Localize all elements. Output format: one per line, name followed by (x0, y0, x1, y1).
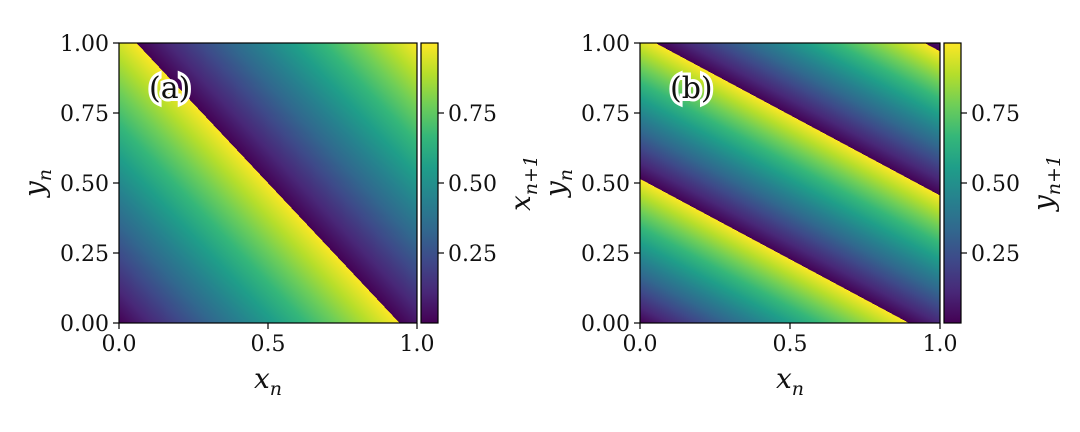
y-tick-label: 1.00 (60, 32, 109, 57)
colorbar-a: 0.25 0.50 0.75 xn+1 (420, 42, 542, 324)
colorbar-label-base-a: x (504, 195, 537, 211)
y-ticks-b: 0.00 0.25 0.50 0.75 1.00 (581, 32, 640, 337)
x-axis-label-b: xn (776, 362, 804, 400)
x-tick-label: 1.0 (923, 332, 958, 357)
x-ticks-a: 0.0 0.5 1.0 (102, 323, 435, 357)
panel-label-b: (b) (670, 71, 713, 106)
heatmap-surface (640, 43, 940, 323)
colorbar-tick-label: 0.50 (448, 172, 497, 197)
x-axis-label-sub-a: n (270, 378, 282, 400)
x-tick-label: 0.5 (251, 332, 286, 357)
x-tick-label: 1.0 (400, 332, 435, 357)
y-tick-label: 0.25 (581, 242, 630, 267)
panel-b: 0.0 0.5 1.0 0.000.250.500.751.00 (b) xn yn… (539, 32, 1065, 400)
colorbar-ticks-b: 0.25 0.50 0.75 (961, 102, 1020, 267)
colorbar-label-a: xn+1 (504, 155, 542, 211)
y-tick-label: 0.75 (581, 102, 630, 127)
x-ticks-b: 0.0 0.5 1.0 (623, 323, 958, 357)
y-axis-label-base-b: y (539, 180, 572, 199)
x-axis-label-base-a: x (254, 362, 270, 395)
colorbar-label-b: yn+1 (1027, 155, 1065, 213)
colorbar-b: 0.25 0.50 0.75 yn+1 (943, 42, 1065, 324)
colorbar-gradient-b (944, 43, 961, 323)
heatmap-a (119, 43, 417, 323)
y-axis-label-a: yn (18, 169, 56, 199)
y-tick-label: 0.50 (60, 172, 109, 197)
colorbar-tick-label: 0.75 (448, 102, 497, 127)
y-tick-label: 0.25 (60, 242, 109, 267)
colorbar-tick-label: 0.25 (971, 242, 1020, 267)
colorbar-label-sub-a: n+1 (520, 155, 542, 195)
y-axis-label-base-a: y (18, 180, 51, 199)
y-axis-label-sub-a: n (34, 169, 56, 181)
x-tick-label: 0.0 (623, 332, 658, 357)
x-axis-label-sub-b: n (792, 378, 804, 400)
colorbar-tick-label: 0.25 (448, 242, 497, 267)
colorbar-label-base-b: y (1027, 194, 1060, 213)
heatmap-surface (119, 43, 417, 323)
colorbar-tick-label: 0.75 (971, 102, 1020, 127)
x-tick-label: 0.5 (773, 332, 808, 357)
colorbar-tick-label: 0.50 (971, 172, 1020, 197)
y-axis-label-b: yn (539, 169, 577, 199)
y-tick-label: 0.75 (60, 102, 109, 127)
colorbar-gradient-a (421, 43, 438, 323)
y-ticks-a: 0.00 0.25 0.50 0.75 1.00 (60, 32, 119, 337)
y-tick-label: 0.00 (581, 312, 630, 337)
panel-a: 0.0 0.5 1.0 0.000.250.500.751.00 (a) xn yn… (18, 32, 542, 400)
heatmap-b (640, 43, 940, 323)
x-axis-label-base-b: x (776, 362, 792, 395)
y-tick-label: 1.00 (581, 32, 630, 57)
y-tick-label: 0.50 (581, 172, 630, 197)
y-axis-label-sub-b: n (555, 169, 577, 181)
colorbar-label-sub-b: n+1 (1043, 155, 1065, 195)
panel-label-a: (a) (149, 71, 190, 106)
x-axis-label-a: xn (254, 362, 282, 400)
y-tick-label: 0.00 (60, 312, 109, 337)
x-tick-label: 0.0 (102, 332, 137, 357)
colorbar-ticks-a: 0.25 0.50 0.75 (438, 102, 497, 267)
